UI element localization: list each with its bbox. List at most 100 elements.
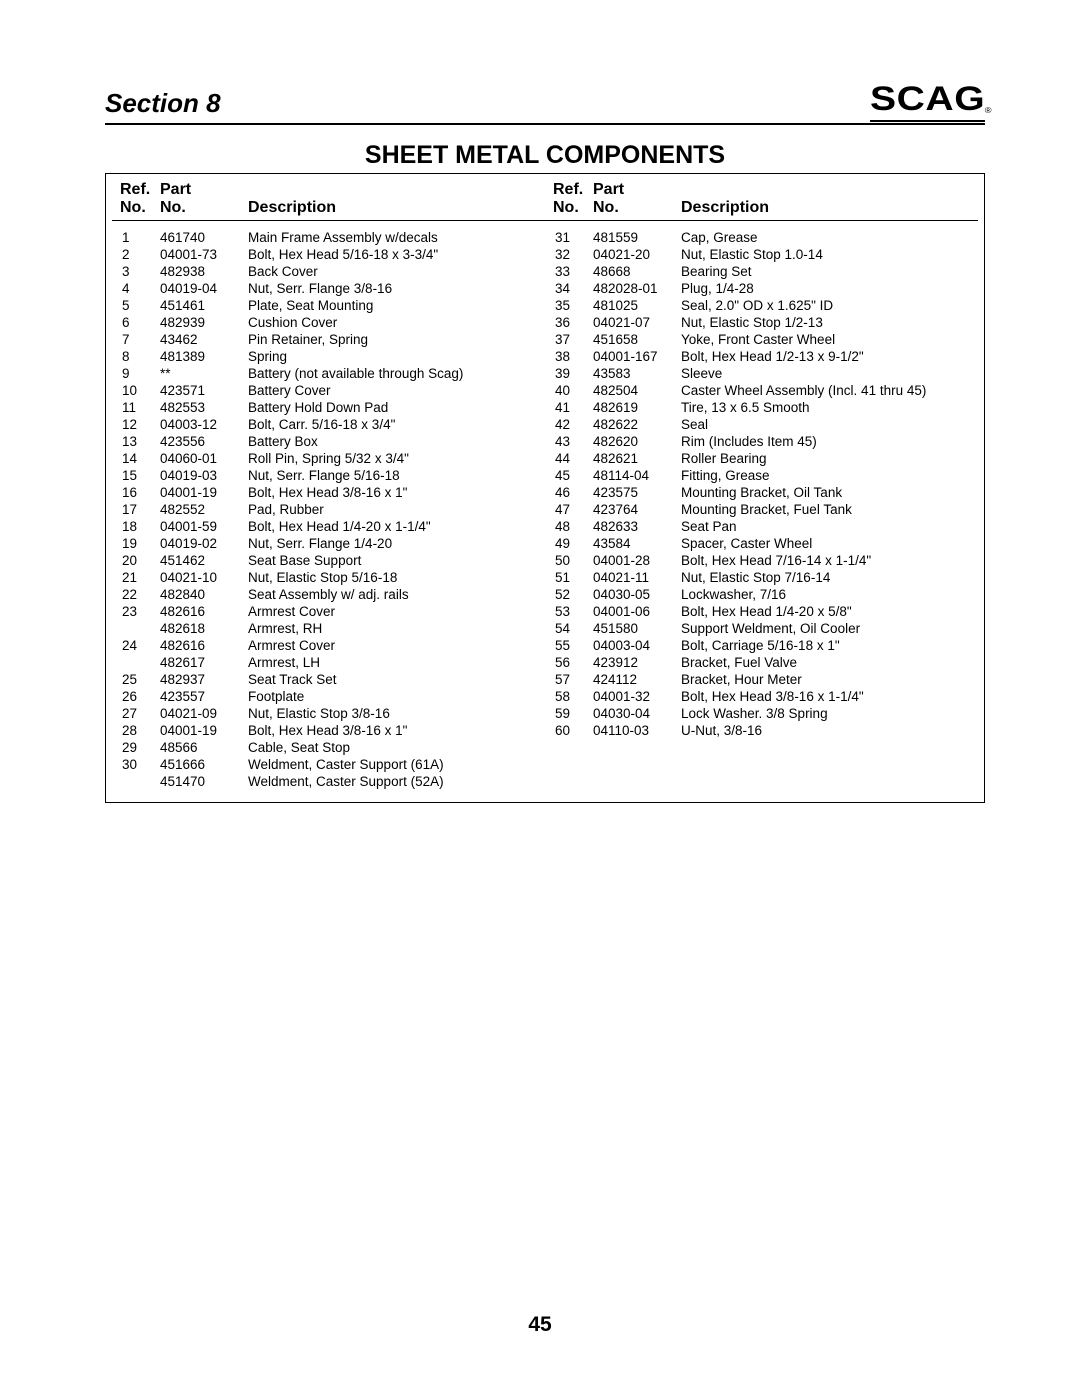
cell-ref: 1	[112, 229, 160, 246]
cell-part: 04003-04	[593, 637, 681, 654]
cell-part: 04021-10	[160, 569, 248, 586]
cell-ref: 28	[112, 722, 160, 739]
cell-ref: 4	[112, 280, 160, 297]
cell-part: 482619	[593, 399, 681, 416]
cell-part: 04021-11	[593, 569, 681, 586]
cell-part: 482938	[160, 263, 248, 280]
cell-desc: Nut, Elastic Stop 3/8-16	[248, 705, 545, 722]
cell-desc: Armrest Cover	[248, 637, 545, 654]
table-row: 4548114-04Fitting, Grease	[545, 467, 978, 484]
cell-part: 04030-04	[593, 705, 681, 722]
cell-part: 482617	[160, 654, 248, 671]
cell-ref: 50	[545, 552, 593, 569]
table-row: 23482616Armrest Cover	[112, 603, 545, 620]
cell-part: 482553	[160, 399, 248, 416]
cell-ref: 51	[545, 569, 593, 586]
header-desc: Description	[248, 199, 336, 216]
logo-text: SCAG	[870, 80, 985, 118]
cell-ref: 49	[545, 535, 593, 552]
cell-part: 04001-19	[160, 484, 248, 501]
cell-part: 04001-167	[593, 348, 681, 365]
cell-desc: Bolt, Hex Head 3/8-16 x 1"	[248, 484, 545, 501]
cell-ref: 14	[112, 450, 160, 467]
cell-ref: 19	[112, 535, 160, 552]
cell-desc: Pin Retainer, Spring	[248, 331, 545, 348]
cell-part: 423764	[593, 501, 681, 518]
table-row: 30451666Weldment, Caster Support (61A)	[112, 756, 545, 773]
cell-ref: 17	[112, 501, 160, 518]
cell-part: 482552	[160, 501, 248, 518]
cell-ref: 53	[545, 603, 593, 620]
cell-ref: 9	[112, 365, 160, 382]
left-rows: 1461740Main Frame Assembly w/decals 2 0400…	[112, 221, 545, 790]
cell-desc: Bolt, Carr. 5/16-18 x 3/4"	[248, 416, 545, 433]
table-row: 5451461Plate, Seat Mounting	[112, 297, 545, 314]
cell-ref: 20	[112, 552, 160, 569]
table-row: 3348668Bearing Set	[545, 263, 978, 280]
table-row: 2104021-10Nut, Elastic Stop 5/16-18	[112, 569, 545, 586]
table-row: 1904019-02Nut, Serr. Flange 1/4-20	[112, 535, 545, 552]
cell-part: 04001-28	[593, 552, 681, 569]
cell-part: 423912	[593, 654, 681, 671]
cell-part: 482840	[160, 586, 248, 603]
cell-desc: Main Frame Assembly w/decals	[248, 229, 545, 246]
cell-desc: Nut, Serr. Flange 5/16-18	[248, 467, 545, 484]
cell-desc: Nut, Elastic Stop 5/16-18	[248, 569, 545, 586]
cell-part: 48566	[160, 739, 248, 756]
cell-part: **	[160, 365, 248, 382]
cell-ref: 6	[112, 314, 160, 331]
cell-part: 461740	[160, 229, 248, 246]
table-row: 3604021-07Nut, Elastic Stop 1/2-13	[545, 314, 978, 331]
cell-desc: Spring	[248, 348, 545, 365]
table-row: 46423575Mounting Bracket, Oil Tank	[545, 484, 978, 501]
cell-desc: Seal	[681, 416, 978, 433]
table-row: 1204003-12Bolt, Carr. 5/16-18 x 3/4"	[112, 416, 545, 433]
cell-desc: Bolt, Hex Head 3/8-16 x 1-1/4"	[681, 688, 978, 705]
cell-ref: 35	[545, 297, 593, 314]
cell-part: 04019-02	[160, 535, 248, 552]
cell-desc: Roller Bearing	[681, 450, 978, 467]
table-row: 5304001-06Bolt, Hex Head 1/4-20 x 5/8"	[545, 603, 978, 620]
cell-desc: Nut, Serr. Flange 3/8-16	[248, 280, 545, 297]
cell-part: 04001-32	[593, 688, 681, 705]
header-ref-2: No.	[553, 199, 579, 216]
cell-desc: Armrest, RH	[248, 620, 545, 637]
cell-part: 482622	[593, 416, 681, 433]
cell-part: 482618	[160, 620, 248, 637]
cell-part: 04019-04	[160, 280, 248, 297]
cell-desc: Bolt, Hex Head 1/4-20 x 1-1/4"	[248, 518, 545, 535]
section-label: Section 8	[105, 88, 221, 119]
cell-ref: 52	[545, 586, 593, 603]
right-col-header: Ref. No. Part No. Description	[545, 178, 978, 221]
cell-part: 451658	[593, 331, 681, 348]
table-row: 56423912Bracket, Fuel Valve	[545, 654, 978, 671]
cell-desc: Mounting Bracket, Oil Tank	[681, 484, 978, 501]
table-row: 17482552Pad, Rubber	[112, 501, 545, 518]
cell-ref: 57	[545, 671, 593, 688]
table-row: 20451462Seat Base Support	[112, 552, 545, 569]
cell-desc: Back Cover	[248, 263, 545, 280]
table-row: 47423764Mounting Bracket, Fuel Tank	[545, 501, 978, 518]
cell-desc: Battery Hold Down Pad	[248, 399, 545, 416]
cell-desc: Sleeve	[681, 365, 978, 382]
cell-ref: 12	[112, 416, 160, 433]
cell-desc: Armrest Cover	[248, 603, 545, 620]
cell-part: 481389	[160, 348, 248, 365]
cell-ref	[112, 620, 160, 637]
cell-part: 04110-03	[593, 722, 681, 739]
table-row: 5804001-32Bolt, Hex Head 3/8-16 x 1-1/4"	[545, 688, 978, 705]
cell-ref: 13	[112, 433, 160, 450]
table-row: 34482028-01Plug, 1/4-28	[545, 280, 978, 297]
cell-part: 451666	[160, 756, 248, 773]
cell-desc: Plate, Seat Mounting	[248, 297, 545, 314]
cell-ref: 38	[545, 348, 593, 365]
cell-desc: Nut, Elastic Stop 7/16-14	[681, 569, 978, 586]
cell-part: 43583	[593, 365, 681, 382]
cell-part: 43584	[593, 535, 681, 552]
cell-ref: 2	[112, 246, 160, 263]
table-row: 1504019-03Nut, Serr. Flange 5/16-18	[112, 467, 545, 484]
right-column: Ref. No. Part No. Description 31481559Ca…	[545, 178, 978, 790]
cell-desc: Lock Washer. 3/8 Spring	[681, 705, 978, 722]
cell-part: 48114-04	[593, 467, 681, 484]
cell-part: 04021-09	[160, 705, 248, 722]
